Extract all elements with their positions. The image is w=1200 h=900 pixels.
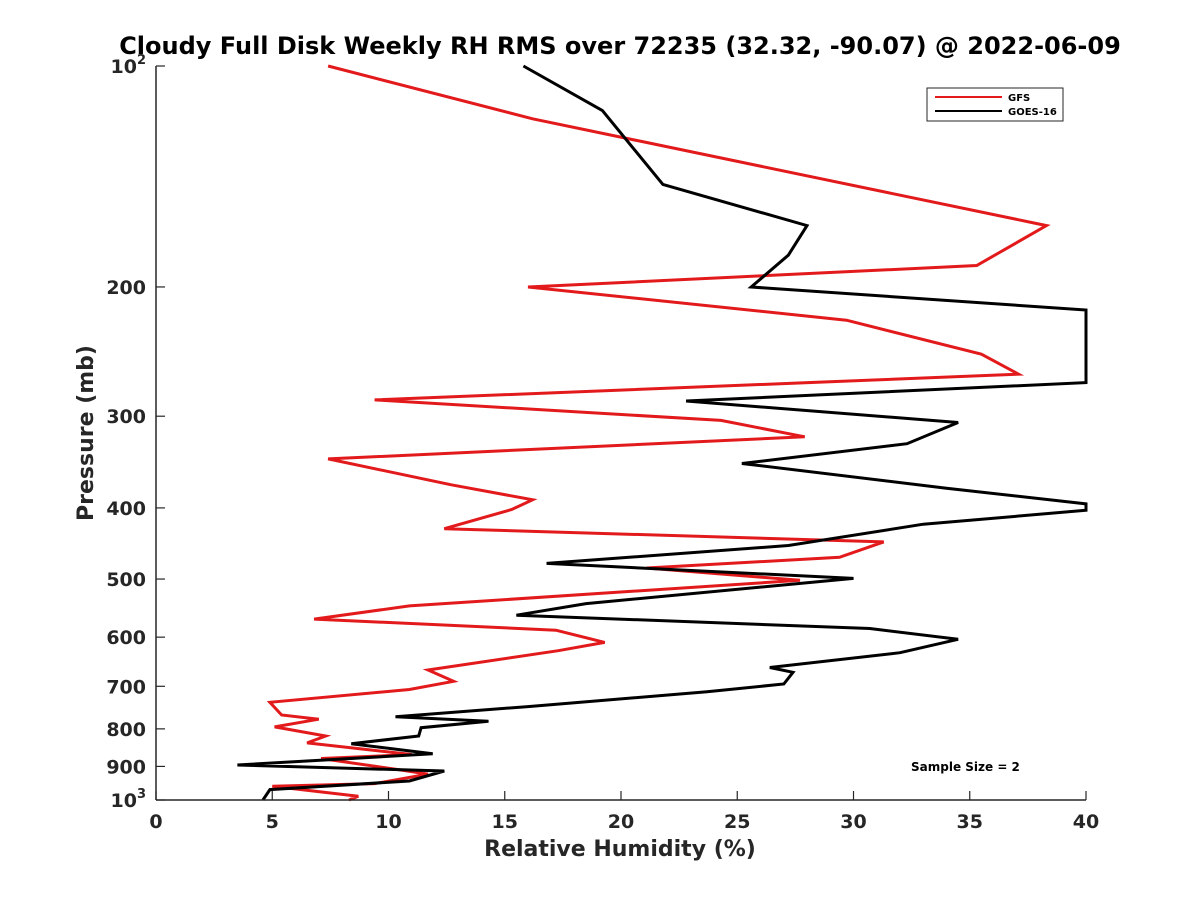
x-tick-label: 30 xyxy=(840,811,866,833)
x-tick-label: 0 xyxy=(149,811,162,833)
y-tick-label: 600 xyxy=(106,627,146,649)
legend-label-gfs: GFS xyxy=(1008,93,1030,104)
y-tick-label: 103 xyxy=(111,787,147,812)
x-tick-label: 35 xyxy=(957,811,983,833)
y-tick-label: 200 xyxy=(106,277,146,299)
y-tick-label: 700 xyxy=(106,676,146,698)
x-tick-label: 20 xyxy=(608,811,634,833)
legend-label-goes16: GOES-16 xyxy=(1008,107,1057,118)
x-tick-label: 40 xyxy=(1073,811,1099,833)
y-tick-label: 800 xyxy=(106,719,146,741)
y-tick-label: 400 xyxy=(106,498,146,520)
x-axis-label: Relative Humidity (%) xyxy=(484,837,756,862)
x-tick-label: 25 xyxy=(724,811,750,833)
series-line-goes16 xyxy=(237,64,1088,801)
legend-box xyxy=(926,87,1064,122)
legend: GFS GOES-16 xyxy=(926,87,1064,122)
x-ticks: 0 5 10 15 20 25 30 35 40 xyxy=(149,791,1099,833)
y-tick-label: 500 xyxy=(106,569,146,591)
y-ticks: 102 200 300 400 500 600 700 800 900 103 xyxy=(106,53,165,812)
y-tick-label: 300 xyxy=(106,406,146,428)
x-tick-label: 5 xyxy=(266,811,279,833)
series-layer xyxy=(237,64,1088,802)
x-tick-label: 15 xyxy=(492,811,518,833)
y-tick-label: 900 xyxy=(106,756,146,778)
y-tick-label: 102 xyxy=(111,53,147,78)
y-axis-label: Pressure (mb) xyxy=(74,345,99,521)
sample-size-annotation: Sample Size = 2 xyxy=(911,760,1020,774)
chart-title: Cloudy Full Disk Weekly RH RMS over 7223… xyxy=(119,32,1121,60)
x-tick-label: 10 xyxy=(375,811,401,833)
axes-layer xyxy=(155,66,1086,801)
